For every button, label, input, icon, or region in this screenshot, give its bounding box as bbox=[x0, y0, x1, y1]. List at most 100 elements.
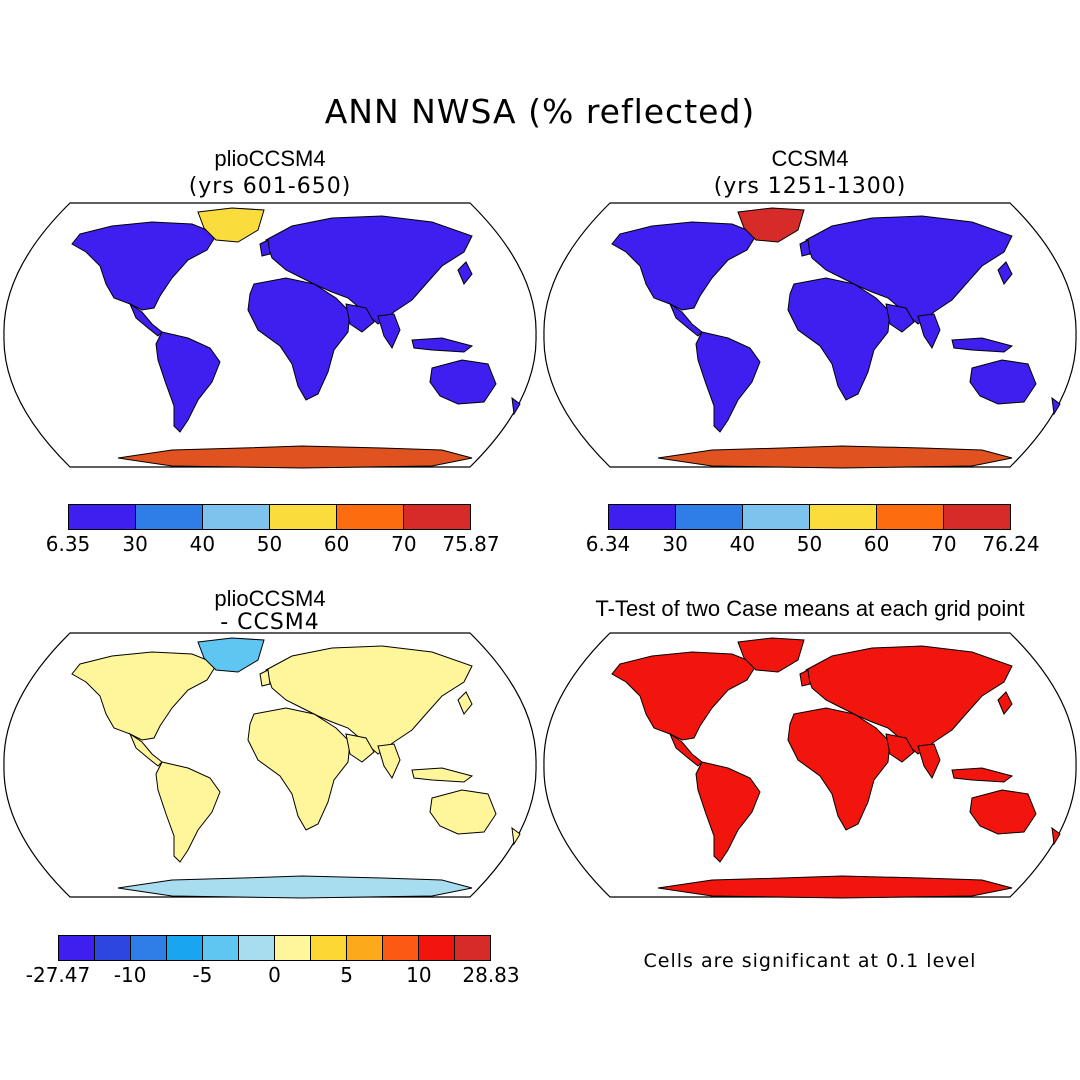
colorbar-tick-label: 6.34 bbox=[585, 532, 631, 556]
landmass-new-zealand bbox=[1051, 826, 1061, 846]
landmass-indonesia bbox=[411, 337, 474, 353]
colorbar-swatch bbox=[203, 936, 239, 960]
colorbar-tick-label: 60 bbox=[863, 532, 890, 556]
colorbar-tick-label: 30 bbox=[122, 532, 148, 556]
colorbar-tick-label: 70 bbox=[931, 532, 957, 556]
landmass-new-zealand bbox=[511, 396, 521, 416]
landmass-uk bbox=[259, 669, 271, 687]
colorbar-tick-label: 50 bbox=[796, 532, 823, 556]
landmass-africa bbox=[247, 277, 351, 401]
colorbar-swatch bbox=[609, 505, 676, 529]
landmass-eurasia bbox=[805, 645, 1013, 755]
landmass-greenland bbox=[737, 207, 805, 243]
landmass-central-america bbox=[128, 302, 163, 337]
colorbar-tick-label: 40 bbox=[189, 532, 216, 556]
colorbar-swatch bbox=[275, 936, 311, 960]
landmass-antarctica bbox=[657, 445, 1013, 469]
landmass-africa bbox=[787, 707, 891, 831]
panel-subtitle-top-left: (yrs 601-650) bbox=[188, 174, 352, 199]
colorbar-swatch bbox=[944, 505, 1010, 529]
panel-title-bottom-right: T-Test of two Case means at each grid po… bbox=[595, 596, 1025, 621]
panel-subtitle-bottom-left: - CCSM4 bbox=[220, 610, 320, 635]
landmass-uk bbox=[259, 239, 271, 257]
landmass-australia bbox=[969, 789, 1037, 835]
landmass-uk bbox=[799, 239, 811, 257]
panel-title-bottom-left: plioCCSM4 bbox=[214, 586, 326, 611]
colorbar-tick-label: 6.35 bbox=[45, 532, 91, 556]
colorbar-tick-label: -5 bbox=[192, 963, 213, 987]
landmass-antarctica bbox=[117, 875, 473, 899]
landmass-japan bbox=[997, 691, 1013, 715]
landmass-south-america bbox=[155, 761, 221, 863]
landmass-antarctica bbox=[657, 875, 1013, 899]
colorbar-swatch bbox=[270, 505, 337, 529]
colorbar-swatch bbox=[810, 505, 877, 529]
colorbar-bottom-left bbox=[58, 935, 491, 961]
colorbar-tick-label: 75.87 bbox=[442, 532, 500, 556]
landmass-south-america bbox=[155, 331, 221, 433]
landmass-south-america bbox=[695, 331, 761, 433]
colorbar-swatch bbox=[455, 936, 490, 960]
landmass-india bbox=[917, 313, 941, 350]
colorbar-swatch bbox=[136, 505, 203, 529]
landmass-arabia bbox=[345, 303, 375, 333]
landmass-antarctica bbox=[117, 445, 473, 469]
colorbar-swatch bbox=[131, 936, 167, 960]
landmass-eurasia bbox=[265, 645, 473, 755]
colorbar-swatch bbox=[59, 936, 95, 960]
landmass-indonesia bbox=[951, 337, 1014, 353]
landmass-indonesia bbox=[951, 767, 1014, 783]
landmass-australia bbox=[969, 359, 1037, 405]
colorbar-top-right bbox=[608, 504, 1011, 530]
colorbar-labels-bottom-left: -27.47 -10 -5 0 5 10 28.83 bbox=[26, 963, 520, 987]
colorbar-swatch bbox=[337, 505, 404, 529]
colorbar-tick-label: 0 bbox=[268, 963, 281, 987]
landmass-japan bbox=[457, 261, 473, 285]
colorbar-swatch bbox=[877, 505, 944, 529]
colorbar-tick-label: 40 bbox=[729, 532, 756, 556]
colorbar-top-left bbox=[68, 504, 471, 530]
landmass-central-america bbox=[128, 732, 163, 767]
colorbar-labels-top-right: 6.34 30 40 50 60 70 76.24 bbox=[586, 532, 1040, 556]
landmass-north-america bbox=[611, 651, 758, 741]
colorbar-swatch bbox=[311, 936, 347, 960]
colorbar-tick-label: -10 bbox=[113, 963, 147, 987]
colorbar-tick-label: 28.83 bbox=[462, 963, 520, 987]
figure-title: ANN NWSA (% reflected) bbox=[324, 92, 756, 131]
landmass-central-america bbox=[668, 302, 703, 337]
landmass-greenland bbox=[737, 637, 805, 673]
colorbar-tick-label: 70 bbox=[391, 532, 417, 556]
colorbar-swatch bbox=[743, 505, 810, 529]
colorbar-swatch bbox=[69, 505, 136, 529]
colorbar-tick-label: 76.24 bbox=[982, 532, 1040, 556]
landmass-south-america bbox=[695, 761, 761, 863]
landmass-north-america bbox=[611, 221, 758, 311]
colorbar-swatch bbox=[419, 936, 455, 960]
landmass-greenland bbox=[197, 207, 265, 243]
map-top-right bbox=[543, 202, 1077, 469]
landmass-arabia bbox=[885, 733, 915, 763]
landmass-india bbox=[917, 743, 941, 780]
panel-title-top-right: CCSM4 bbox=[771, 146, 849, 171]
colorbar-tick-label: 30 bbox=[662, 532, 688, 556]
landmass-arabia bbox=[345, 733, 375, 763]
landmass-new-zealand bbox=[511, 826, 521, 846]
landmass-africa bbox=[247, 707, 351, 831]
map-bottom-right bbox=[543, 632, 1077, 899]
colorbar-swatch bbox=[167, 936, 203, 960]
landmass-greenland bbox=[197, 637, 265, 673]
landmass-indonesia bbox=[411, 767, 474, 783]
landmass-india bbox=[377, 313, 401, 350]
landmass-japan bbox=[457, 691, 473, 715]
colorbar-tick-label: 60 bbox=[323, 532, 350, 556]
landmass-africa bbox=[787, 277, 891, 401]
colorbar-swatch bbox=[383, 936, 419, 960]
landmass-australia bbox=[429, 789, 497, 835]
colorbar-swatch bbox=[203, 505, 270, 529]
landmass-north-america bbox=[71, 651, 218, 741]
map-bottom-left bbox=[3, 632, 537, 899]
colorbar-swatch bbox=[239, 936, 275, 960]
colorbar-labels-top-left: 6.35 30 40 50 60 70 75.87 bbox=[46, 532, 500, 556]
landmass-india bbox=[377, 743, 401, 780]
landmass-arabia bbox=[885, 303, 915, 333]
